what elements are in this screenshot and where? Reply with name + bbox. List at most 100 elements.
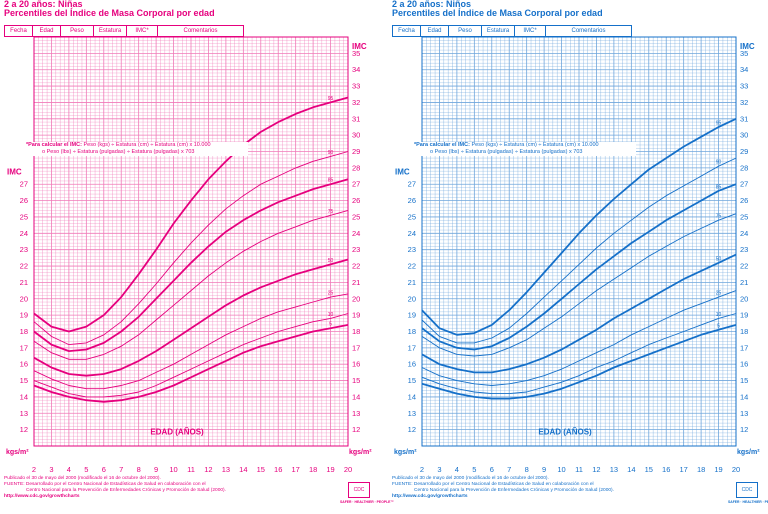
percentile-curve-95 [421, 117, 737, 336]
x-tick-label: 12 [204, 465, 212, 474]
y-tick-label-left: 14 [20, 392, 28, 401]
formula-label: *Para calcular el IMC: [26, 142, 82, 148]
percentile-curve-90 [33, 151, 349, 346]
source-footer: Publicado el 30 de mayo del 2000 (modifi… [392, 476, 614, 500]
percentile-curve-85 [33, 178, 349, 352]
cdc-logo-caption: SAFER · HEALTHIER · PEOPLE™ [340, 500, 394, 504]
x-tick-label: 8 [137, 465, 141, 474]
y-tick-label-right: 27 [740, 180, 748, 189]
boys-bmi-panel: 2 a 20 años: Niños Percentiles del Índic… [392, 0, 768, 514]
col-imc: IMC* [127, 26, 158, 36]
percentile-label-25: 25 [716, 291, 722, 297]
y-tick-label-left: 15 [408, 376, 416, 385]
y-axis-label-top: IMC [352, 42, 367, 51]
col-imc: IMC* [515, 26, 546, 36]
x-tick-label: 9 [542, 465, 546, 474]
y-axis-label-left: IMC [7, 167, 22, 176]
x-tick-label: 5 [84, 465, 88, 474]
y-tick-label-right: 13 [740, 409, 748, 418]
y-tick-label-right: 30 [740, 131, 748, 140]
x-tick-label: 2 [420, 465, 424, 474]
y-tick-label-left: 17 [408, 343, 416, 352]
y-tick-label-left: 23 [20, 245, 28, 254]
percentile-label-90: 90 [328, 150, 334, 156]
x-tick-label: 12 [592, 465, 600, 474]
x-tick-label: 2 [32, 465, 36, 474]
footer-line: Centro Nacional para la Prevención de En… [414, 488, 614, 493]
percentile-curve-75 [421, 213, 737, 357]
percentile-label-25: 25 [328, 291, 334, 297]
y-tick-label-right: 12 [740, 425, 748, 434]
unit-label-right: kgs/m² [737, 449, 760, 456]
y-tick-label-left: 25 [408, 212, 416, 221]
plot-frame [33, 36, 349, 447]
x-tick-label: 9 [154, 465, 158, 474]
x-tick-label: 13 [222, 465, 230, 474]
unit-label-left: kgs/m² [6, 449, 29, 456]
y-tick-label-right: 24 [352, 229, 360, 238]
y-tick-label-right: 26 [740, 196, 748, 205]
y-tick-label-right: 18 [740, 327, 748, 336]
x-tick-label: 14 [239, 465, 247, 474]
y-tick-label-right: 14 [352, 392, 360, 401]
y-tick-label-left: 26 [408, 196, 416, 205]
y-tick-label-left: 19 [20, 311, 28, 320]
x-tick-label: 7 [119, 465, 123, 474]
percentile-curve-50 [33, 258, 349, 377]
y-tick-label-right: 20 [740, 294, 748, 303]
footer-url: http://www.cdc.gov/growthcharts [392, 494, 468, 499]
y-axis-label-left: IMC [395, 167, 410, 176]
percentile-curve-85 [421, 183, 737, 351]
x-tick-label: 5 [472, 465, 476, 474]
x-tick-label: 11 [187, 465, 195, 474]
x-tick-label: 15 [645, 465, 653, 474]
col-comentarios: Comentarios [571, 28, 606, 34]
y-tick-label-right: 29 [740, 147, 748, 156]
x-tick-label: 16 [662, 465, 670, 474]
x-tick-label: 4 [455, 465, 459, 474]
bmi-formula: *Para calcular el IMC: Peso (kgs) ÷ Esta… [414, 142, 636, 156]
x-tick-label: 20 [344, 465, 352, 474]
y-tick-label-right: 17 [352, 343, 360, 352]
y-tick-label-left: 18 [408, 327, 416, 336]
cdc-logo-mark: CDC [736, 482, 758, 498]
footer-line: Publicado el 30 de mayo del 2000 (modifi… [4, 476, 161, 481]
percentile-curve-75 [33, 209, 349, 360]
y-tick-label-right: 34 [740, 65, 748, 74]
percentile-curve-5 [421, 324, 737, 400]
formula-imperial: o Peso (lbs) ÷ Estatura (pulgadas) ÷ Est… [430, 149, 583, 155]
percentile-label-95: 95 [716, 120, 722, 126]
y-tick-label-left: 21 [408, 278, 416, 287]
footer-url: http://www.cdc.gov/growthcharts [4, 494, 80, 499]
y-tick-label-right: 22 [740, 262, 748, 271]
title-line-2: Percentiles del Índice de Masa Corporal … [4, 8, 215, 18]
x-tick-label: 15 [257, 465, 265, 474]
col-edad: Edad [33, 26, 61, 36]
x-tick-label: 18 [697, 465, 705, 474]
y-tick-label-right: 23 [352, 245, 360, 254]
x-tick-label: 17 [679, 465, 687, 474]
y-tick-label-left: 24 [20, 229, 28, 238]
percentile-label-85: 85 [328, 178, 334, 184]
bmi-formula: *Para calcular el IMC: Peso (kgs) ÷ Esta… [26, 142, 248, 156]
y-tick-label-right: 27 [352, 180, 360, 189]
y-tick-label-left: 14 [408, 392, 416, 401]
formula-imperial: o Peso (lbs) ÷ Estatura (pulgadas) ÷ Est… [42, 149, 195, 155]
y-tick-label-right: 31 [352, 114, 360, 123]
y-tick-label-right: 32 [352, 98, 360, 107]
x-tick-label: 10 [557, 465, 565, 474]
cdc-logo: CDC SAFER · HEALTHIER · PEOPLE™ [728, 482, 768, 508]
x-tick-label: 7 [507, 465, 511, 474]
x-tick-label: 13 [610, 465, 618, 474]
col-comentarios: Comentarios [183, 28, 218, 34]
percentile-label-85: 85 [716, 184, 722, 190]
footer-line: Publicado el 30 de mayo del 2000 (modifi… [392, 476, 549, 481]
percentile-curve-10 [421, 313, 737, 395]
percentile-curve-25 [421, 290, 737, 386]
formula-metric: Peso (kgs) ÷ Estatura (cm) ÷ Estatura (c… [83, 142, 211, 148]
percentile-label-90: 90 [716, 160, 722, 166]
y-tick-label-right: 28 [740, 163, 748, 172]
x-tick-label: 8 [525, 465, 529, 474]
unit-label-right: kgs/m² [349, 449, 372, 456]
x-tick-label: 3 [437, 465, 441, 474]
